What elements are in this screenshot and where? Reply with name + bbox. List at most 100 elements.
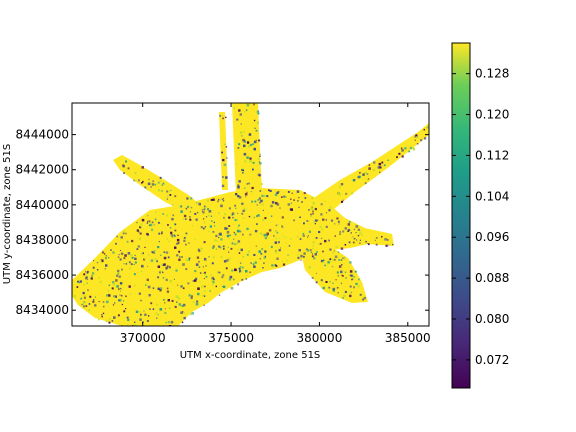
map-cell [328, 260, 331, 263]
map-cell [253, 253, 256, 256]
map-cell [320, 279, 323, 282]
map-cell [379, 171, 381, 173]
map-cell [339, 233, 341, 235]
map-cell [338, 193, 341, 196]
map-cell [328, 209, 331, 212]
map-cell [357, 285, 360, 288]
map-cell [133, 273, 136, 276]
map-cell [129, 268, 131, 270]
map-cell [296, 190, 300, 193]
map-cell [138, 231, 140, 233]
map-cell [224, 227, 227, 230]
map-cell [211, 277, 214, 280]
map-cell [330, 219, 334, 222]
map-cell [367, 243, 370, 246]
map-cell [366, 178, 370, 181]
map-cell [143, 258, 146, 261]
map-cell [358, 278, 360, 281]
map-cell [260, 252, 263, 255]
map-cell [260, 232, 263, 235]
map-cell [98, 300, 100, 303]
map-cell [146, 222, 149, 224]
map-cell [255, 129, 258, 132]
map-cell [163, 263, 166, 266]
map-cell [76, 286, 79, 288]
map-cell [240, 248, 243, 252]
map-cell [106, 294, 109, 297]
map-cell [146, 278, 149, 281]
map-cell [119, 294, 121, 296]
map-cell [259, 173, 262, 176]
map-cell [210, 199, 213, 201]
map-cell [367, 243, 369, 245]
map-cell [223, 248, 225, 250]
map-cell [270, 215, 273, 217]
map-cell [349, 274, 352, 277]
map-cell [120, 294, 123, 297]
map-cell [131, 324, 134, 326]
map-cell [113, 296, 116, 298]
map-cell [154, 183, 157, 186]
map-cell [383, 164, 386, 167]
map-region [232, 103, 262, 194]
map-cell [108, 284, 110, 286]
map-cell [157, 314, 159, 316]
map-cell [146, 232, 149, 235]
map-cell [285, 242, 287, 244]
map-cell [127, 318, 130, 321]
map-cell [320, 213, 323, 216]
map-cell [88, 309, 91, 312]
map-cell [241, 212, 244, 215]
map-cell [194, 277, 198, 280]
map-cell [378, 162, 382, 166]
map-cell [351, 237, 353, 239]
map-cell [303, 222, 305, 225]
map-cell [166, 214, 169, 217]
map-cell [235, 193, 238, 196]
map-cell [155, 312, 158, 315]
x-tick-label: 370000 [120, 331, 166, 345]
map-cell [217, 271, 219, 273]
map-cell [222, 200, 225, 202]
map-cell [248, 133, 252, 136]
map-cell [349, 261, 352, 264]
map-cell [352, 179, 355, 182]
map-cell [310, 207, 314, 210]
map-cell [336, 287, 339, 289]
map-cell [305, 248, 308, 251]
map-cell [253, 265, 256, 268]
map-cell [231, 212, 235, 215]
map-cell [341, 264, 343, 266]
map-cell [157, 246, 160, 249]
map-cell [408, 151, 410, 153]
map-cell [167, 321, 170, 324]
map-cell [148, 224, 151, 226]
map-cell [176, 301, 178, 303]
map-cell [147, 266, 149, 268]
map-cell [189, 218, 192, 221]
map-cell [203, 290, 206, 293]
map-cell [344, 244, 347, 246]
map-cell [340, 183, 344, 186]
map-cell [236, 229, 240, 233]
map-cell [148, 294, 151, 297]
colorbar-tick-label: 0.080 [475, 312, 509, 326]
map-cell [239, 269, 242, 272]
map-cell [100, 260, 103, 263]
map-cell [385, 244, 388, 247]
map-cell [340, 247, 344, 250]
map-cell [185, 243, 187, 246]
map-cell [161, 232, 163, 235]
map-cell [212, 281, 215, 284]
map-cell [222, 245, 225, 248]
map-cell [199, 265, 202, 268]
map-cell [233, 231, 235, 234]
map-cell [172, 204, 173, 206]
map-cell [122, 232, 125, 235]
map-cell [241, 168, 244, 172]
map-cell [175, 295, 178, 298]
map-cell [224, 143, 226, 145]
map-cell [258, 161, 260, 163]
map-cell [130, 263, 133, 266]
map-cell [252, 168, 254, 171]
